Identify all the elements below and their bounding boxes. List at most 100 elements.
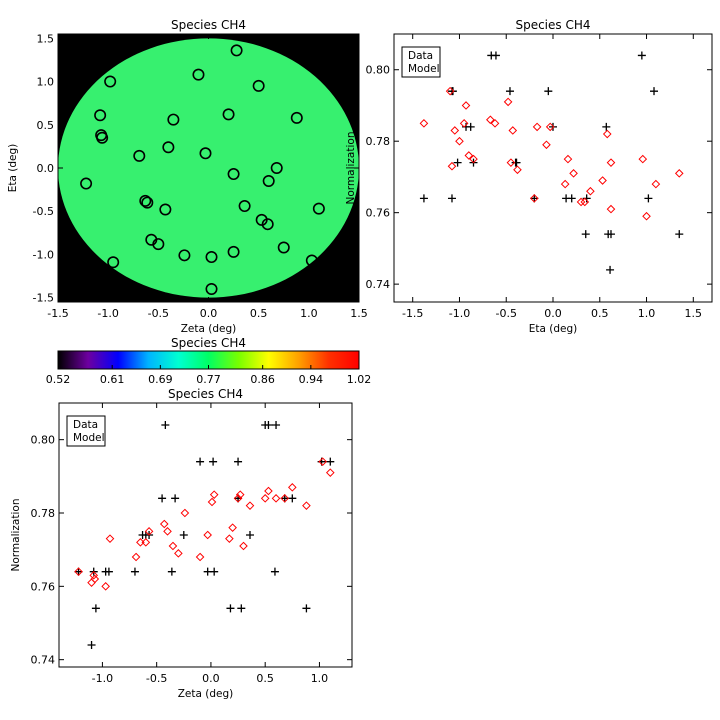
eta-data-point [582,194,591,203]
map-star-circle [96,131,109,144]
map-y-tick-label: 0.0 [37,162,55,175]
zeta-model-point [101,582,110,591]
zeta-model-point [168,541,178,551]
zeta-model-point [228,523,237,532]
eta-model-point [459,119,469,128]
eta-model-point [569,169,578,178]
zeta-x-tick-label: -1.0 [92,672,113,685]
eta-x-tick-label: -0.5 [496,307,517,320]
eta-model-point [486,115,495,125]
eta-data-point [447,194,456,203]
zeta-model-point [318,457,328,466]
map-star-circle [252,79,265,92]
map-chart-title: Species CH4 [171,18,246,32]
zeta-model-point [302,501,311,510]
colorbar-tick-label: 0.52 [46,373,71,386]
map-star-circle [227,245,240,258]
zeta-model-point [89,571,99,580]
zeta-data-point [210,567,219,576]
zeta-data-point [158,494,167,503]
map-star-circle [290,111,303,124]
ch4-field-disk [58,38,359,298]
map-star-circle [139,194,152,207]
map-star-circle [305,254,318,267]
eta-model-point [580,197,590,207]
eta-axes-frame [393,33,713,303]
zeta-data-point [74,567,83,576]
map-x-tick-label: 1.0 [300,307,318,320]
zeta-data-point [171,494,180,503]
eta-model-point [508,126,518,135]
map-star-circle [227,168,240,181]
eta-model-point [560,179,570,189]
eta-chart-title: Species CH4 [515,18,590,32]
eta-model-point [576,197,586,207]
zeta-data-point [302,604,311,613]
zeta-model-point [90,574,100,584]
eta-x-axis-label: Eta (deg) [529,323,578,335]
zeta-x-tick-label: 0.0 [202,672,220,685]
zeta-model-point [225,534,234,543]
zeta-model-point [233,494,243,503]
zeta-model-point [207,497,217,507]
eta-data-point [606,265,615,274]
eta-data-point [448,87,457,96]
map-star-circle [94,109,107,122]
eta-data-point [675,230,684,239]
zeta-y-tick-label: 0.76 [31,580,56,593]
zeta-axes-frame [58,402,353,668]
map-star-circle [159,203,172,216]
eta-legend-box [401,46,441,78]
map-y-tick-label: 1.5 [37,32,55,45]
eta-data-point [419,194,428,203]
eta-legend-data: Data [408,50,433,62]
colorbar-tick-label: 0.77 [196,373,221,386]
map-star-circle [230,44,243,57]
zeta-data-point [91,604,100,613]
eta-x-tick-label: 1.0 [638,307,656,320]
zeta-data-point [326,457,335,466]
eta-model-point [532,122,542,132]
zeta-model-point [235,490,245,499]
zeta-x-tick-label: 0.5 [256,672,274,685]
eta-model-point [545,122,555,132]
map-x-tick-label: -1.5 [47,307,68,320]
zeta-model-point [245,501,255,510]
zeta-y-tick-label: 0.80 [31,434,56,447]
eta-data-point [606,230,615,239]
zeta-data-point [161,421,170,429]
eta-model-point [602,129,612,139]
map-x-tick-label: 1.5 [350,307,368,320]
eta-model-point [450,126,460,135]
zeta-data-point [209,457,218,466]
zeta-data-point [288,494,297,503]
map-x-tick-label: -1.0 [97,307,118,320]
eta-model-point [586,186,595,196]
eta-x-tick-label: -1.5 [402,307,423,320]
colorbar-tick-label: 0.94 [299,373,324,386]
map-y-tick-label: -1.5 [33,292,54,305]
eta-model-point [503,97,513,107]
eta-y-tick-label: 0.76 [366,207,391,220]
eta-y-tick-label: 0.74 [366,278,391,291]
map-star-circle [178,249,191,262]
zeta-legend-data: Data [73,419,98,431]
eta-model-point [529,194,539,203]
eta-model-point [447,161,457,171]
eta-x-tick-label: 1.5 [685,307,703,320]
eta-data-point [567,194,576,203]
map-x-tick-label: -0.5 [148,307,169,320]
eta-model-point [638,154,648,164]
eta-data-point [637,51,646,60]
map-star-circle [270,162,283,175]
eta-data-point [549,122,557,131]
eta-y-tick-label: 0.80 [366,64,391,77]
map-y-tick-label: 1.0 [37,76,55,89]
colorbar-title: Species CH4 [171,336,246,350]
eta-model-point [513,165,522,175]
eta-model-point [651,179,661,189]
colorbar-tick-label: 1.02 [347,373,372,386]
zeta-model-point [195,552,205,562]
map-y-axis-label: Eta (deg) [7,144,19,193]
zeta-chart-title: Species CH4 [168,387,243,401]
